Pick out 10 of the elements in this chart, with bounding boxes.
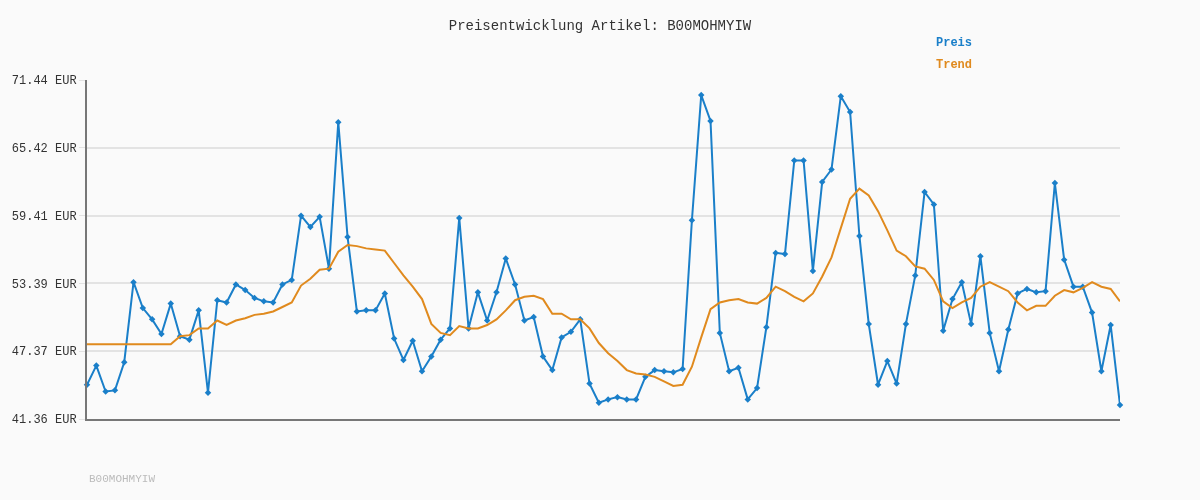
y-tick-label: 59.41 EUR: [11, 209, 77, 224]
y-tick-label: 41.36 EUR: [11, 413, 77, 428]
y-tick-label: 65.42 EUR: [11, 142, 77, 157]
y-tick-label: 53.39 EUR: [11, 277, 77, 292]
text: Preis: [936, 36, 973, 50]
y-tick-label: 71.44 EUR: [11, 74, 77, 89]
text: Trend: [936, 58, 973, 72]
text: B00MOHMYIW: [89, 473, 156, 485]
y-tick-label: 47.37 EUR: [11, 345, 77, 360]
chart-title: Preisentwicklung Artikel: B00MOHMYIW: [448, 17, 752, 34]
